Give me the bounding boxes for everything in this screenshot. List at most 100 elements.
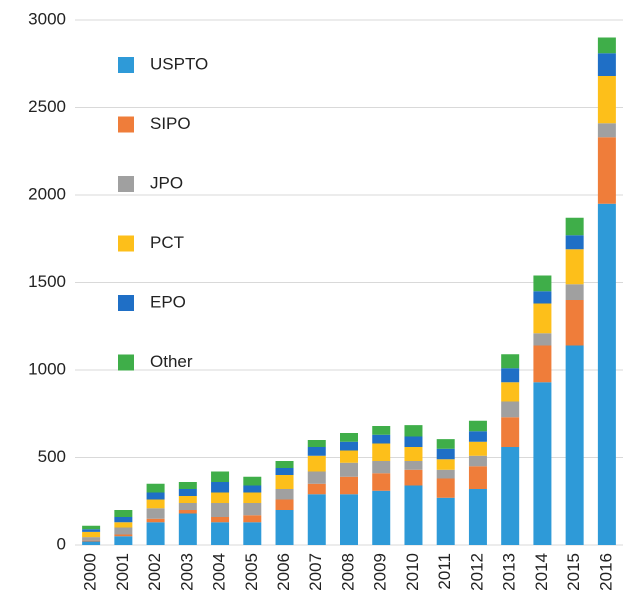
bar-segment [565,217,584,236]
bar-segment [243,492,262,503]
bar-segment [146,483,165,493]
legend-label: Other [150,352,193,371]
x-tick-label: 2011 [435,553,454,590]
bar-segment [404,485,423,545]
bar-segment [82,537,101,541]
bar-segment [146,508,165,519]
bar-segment [114,510,133,517]
bar-segment [340,441,358,451]
y-tick-label: 3000 [28,9,66,28]
bar-segment [243,476,262,486]
bar-segment [404,469,423,486]
bar-segment [533,291,552,304]
bar-segment [501,368,520,383]
bar-segment [404,447,423,461]
bar-segment [533,303,552,334]
bar-segment [436,439,455,449]
bar-segment [404,461,423,470]
bar-segment [243,515,262,523]
legend-swatch [118,354,134,371]
bar-segment [404,425,423,437]
bar-segment [275,510,294,545]
bar-segment [468,431,487,442]
bar-segment [82,525,101,530]
bar-segment [372,434,391,444]
x-tick-label: 2007 [306,553,325,591]
legend-swatch [118,295,134,311]
bar-segment [114,527,133,535]
y-tick-label: 1000 [28,359,66,378]
bar-segment [597,203,616,545]
bar-segment [565,235,584,250]
bar-segment [307,455,326,472]
x-tick-label: 2002 [145,553,164,591]
bar-segment [597,53,616,76]
bar-segment [82,529,101,532]
bar-segment [597,123,616,138]
bar-segment [82,540,101,542]
legend-swatch [118,57,134,73]
x-tick-label: 2003 [177,553,196,591]
bar-segment [211,503,230,517]
x-tick-label: 2008 [338,553,357,591]
y-tick-label: 2000 [28,184,66,203]
bar-segment [501,382,520,402]
bar-segment [307,447,326,456]
bar-segment [436,459,455,470]
bar-segment [243,503,262,516]
y-tick-label: 500 [38,447,66,466]
bar-segment [146,518,165,523]
bar-segment [211,522,230,545]
bar-segment [436,469,455,479]
legend-label: USPTO [150,54,208,73]
bar-segment [275,489,294,500]
bar-segment [436,497,455,545]
bar-segment [565,345,584,545]
legend-label: JPO [150,173,183,192]
legend-swatch [118,235,134,252]
x-tick-label: 2000 [81,553,100,591]
bar-segment [82,541,101,545]
bar-segment [468,466,487,489]
bar-segment [372,473,391,491]
bar-segment [146,492,165,500]
bar-segment [468,489,487,545]
bar-segment [372,490,391,545]
bar-segment [340,462,358,477]
bar-segment [114,522,133,528]
bar-segment [501,417,520,447]
x-tick-label: 2012 [467,553,486,591]
bar-segment [307,471,326,484]
bar-segment [372,426,391,435]
bar-segment [275,461,294,468]
bar-segment [501,447,520,545]
x-tick-label: 2016 [596,553,615,591]
bar-segment [275,468,294,475]
bar-segment [533,333,552,346]
x-tick-label: 2010 [403,553,422,591]
bar-segment [211,471,230,482]
y-tick-label: 2500 [28,97,66,116]
x-tick-label: 2014 [532,553,551,591]
bar-segment [597,76,616,124]
bar-segment [404,436,423,447]
bar-segment [275,475,294,489]
bar-segment [597,37,616,54]
bar-segment [82,531,101,538]
bar-segment [436,478,455,498]
x-tick-label: 2005 [242,553,261,591]
y-tick-label: 1500 [28,272,66,291]
bar-segment [178,510,197,514]
bar-segment [211,492,230,503]
bar-segment [565,249,584,285]
bar-segment [565,284,584,300]
bar-segment [211,517,230,523]
bar-segment [178,489,197,496]
bar-segment [533,275,552,292]
bar-segment [178,496,197,503]
x-tick-label: 2013 [500,553,519,591]
legend-swatch [118,176,134,192]
bar-segment [114,534,133,537]
bar-segment [533,345,552,383]
